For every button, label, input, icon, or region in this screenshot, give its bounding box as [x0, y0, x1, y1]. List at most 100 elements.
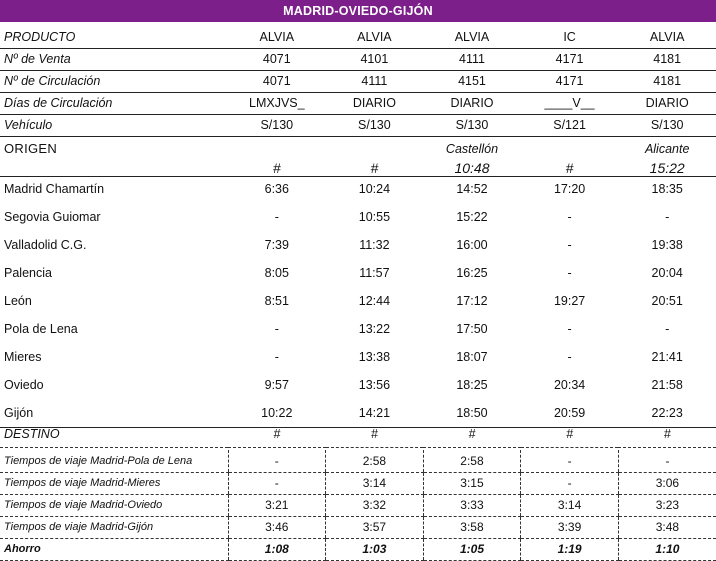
travel-time-row: Tiempos de viaje Madrid-Gijón 3:46 3:57 3:5… [0, 516, 716, 539]
travel-time-label: Tiempos de viaje Madrid-Gijón [0, 516, 228, 539]
info-row-value: S/121 [520, 114, 619, 137]
travel-time-value: - [520, 472, 619, 495]
departure-time: - [567, 238, 572, 252]
travel-time-value: 3:57 [325, 516, 424, 539]
travel-time-value: 3:48 [617, 516, 716, 539]
travel-time-value: 3:15 [422, 472, 521, 495]
travel-time-label: Tiempos de viaje Madrid-Oviedo [0, 494, 228, 517]
departure-time: 20:34 [553, 378, 586, 392]
departure-time: 21:41 [651, 350, 683, 364]
origin-name [521, 136, 619, 156]
travel-time-value: 3:14 [325, 472, 424, 495]
station-name: León [4, 294, 32, 308]
departure-time: 11:32 [359, 238, 390, 252]
info-row-value: ALVIA [423, 26, 521, 49]
origin-name [228, 136, 326, 156]
departure-time: - [665, 322, 670, 336]
departure-time: - [665, 210, 670, 224]
info-row-value: 4151 [423, 70, 521, 93]
origin-name: Alicante [644, 142, 690, 156]
info-row: Días de Circulación LMXJVS_ DIARIO DIARIO __… [0, 92, 716, 115]
info-row-value: 4101 [325, 48, 424, 71]
destino-value: # [618, 422, 716, 448]
departure-time: - [567, 322, 572, 336]
departure-time: 18:25 [456, 378, 488, 392]
info-row-value: DIARIO [325, 92, 424, 115]
departure-time: 18:07 [456, 350, 488, 364]
info-row-value: LMXJVS_ [228, 92, 326, 115]
travel-time-value: 3:39 [520, 516, 619, 539]
ahorro-value: 1:19 [520, 538, 619, 561]
info-row-label: PRODUCTO [0, 26, 228, 49]
info-row-value: IC [520, 26, 619, 49]
departure-time: 19:27 [553, 294, 586, 308]
info-row-value: 4181 [618, 48, 716, 71]
travel-time-value: - [617, 450, 716, 473]
station-row: Madrid Chamartín 6:36 10:24 14:52 17:20 18:35 [0, 175, 716, 203]
info-row-label: Nº de Venta [0, 48, 228, 71]
info-row-value: S/130 [423, 114, 521, 137]
departure-time: 12:44 [358, 294, 391, 308]
departure-time: 10:24 [358, 182, 391, 196]
info-row-value: DIARIO [423, 92, 521, 115]
departure-time: 13:38 [358, 350, 391, 364]
departure-time: 17:12 [456, 294, 488, 308]
info-row: Vehículo S/130 S/130 S/130 S/121 S/130 [0, 114, 716, 137]
station-name: Valladolid C.G. [4, 238, 87, 252]
destino-label: DESTINO [0, 422, 228, 448]
departure-time: 16:00 [456, 238, 488, 252]
travel-time-value: - [227, 472, 326, 495]
info-row-label: Nº de Circulación [0, 70, 228, 93]
station-row: Palencia 8:05 11:57 16:25 - 20:04 [0, 259, 716, 287]
station-name: Palencia [4, 266, 52, 280]
destino-value: # [520, 422, 619, 448]
origin-label: ORIGEN [4, 141, 58, 156]
departure-time: 11:57 [359, 266, 390, 280]
info-row-label: Vehículo [0, 114, 228, 137]
departure-time: - [567, 210, 572, 224]
departure-time: - [567, 266, 572, 280]
ahorro-value: 1:03 [325, 538, 424, 561]
origin-name [326, 136, 424, 156]
departure-time: 10:55 [358, 210, 391, 224]
info-row-value: S/130 [618, 114, 716, 137]
travel-time-value: 3:21 [227, 494, 326, 517]
travel-time-value: 3:32 [325, 494, 424, 517]
travel-time-value: 3:23 [617, 494, 716, 517]
station-name: Mieres [4, 350, 42, 364]
info-row-value: 4111 [325, 70, 424, 93]
travel-times-table: Tiempos de viaje Madrid-Pola de Lena -2:5… [0, 450, 716, 561]
origin-time: # [520, 156, 619, 177]
departure-time: 6:36 [264, 182, 289, 196]
departure-time: 18:35 [651, 182, 683, 196]
origin-table: ORIGEN Castellón Alicante # # 10:48 # 15… [0, 136, 716, 177]
travel-time-value: 2:58 [422, 450, 521, 473]
info-row-value: 4111 [423, 48, 521, 71]
departure-time: 13:56 [358, 378, 391, 392]
travel-time-value: 2:58 [325, 450, 424, 473]
departure-time: 8:51 [264, 294, 289, 308]
departure-time: 9:57 [264, 378, 289, 392]
travel-time-label: Tiempos de viaje Madrid-Pola de Lena [0, 450, 228, 473]
origin-name: Castellón [445, 142, 499, 156]
departure-time: 20:04 [651, 266, 683, 280]
travel-time-value: 3:06 [617, 472, 716, 495]
destino-value: # [423, 422, 521, 448]
origin-time: # [325, 156, 424, 177]
station-name: Pola de Lena [4, 322, 78, 336]
destino-value: # [228, 422, 326, 448]
departure-time: 21:58 [651, 378, 683, 392]
stations-table: Madrid Chamartín 6:36 10:24 14:52 17:20 18:35… [0, 175, 716, 428]
departure-time: 17:50 [456, 322, 488, 336]
info-row-value: S/130 [325, 114, 424, 137]
station-row: Segovia Guiomar - 10:55 15:22 - - [0, 203, 716, 231]
route-title: MADRID-OVIEDO-GIJÓN [0, 0, 716, 22]
departure-time: 14:52 [456, 182, 488, 196]
departure-time: 16:25 [456, 266, 488, 280]
station-name: Segovia Guiomar [4, 210, 101, 224]
origin-time: 15:22 [618, 156, 716, 177]
destination-table: DESTINO # # # # # [0, 422, 716, 448]
info-row-value: 4071 [228, 48, 326, 71]
station-row: Valladolid C.G. 7:39 11:32 16:00 - 19:38 [0, 231, 716, 259]
